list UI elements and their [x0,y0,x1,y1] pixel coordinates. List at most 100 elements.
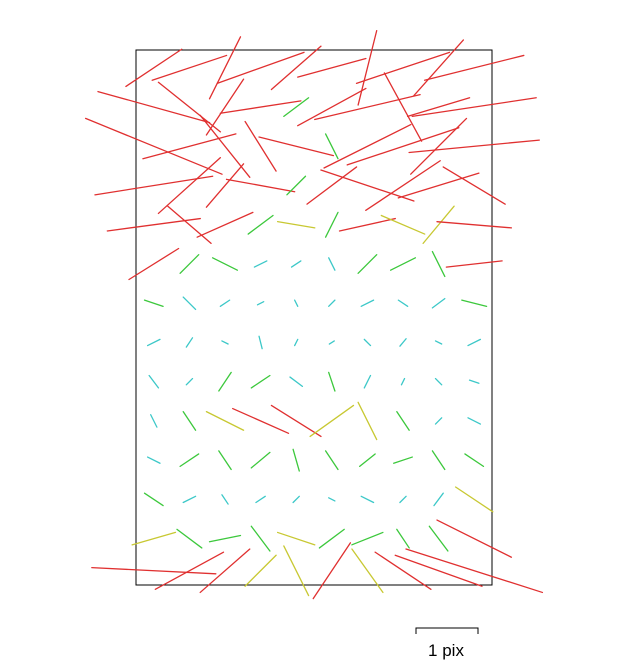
vector [328,299,336,307]
vector [357,29,378,106]
vector [208,36,242,100]
vector [182,495,197,504]
vector [167,205,212,245]
vector [250,374,271,389]
vector [150,414,158,428]
vector [199,548,251,594]
vector [97,90,211,124]
vector [205,410,245,431]
vector [94,175,214,196]
vector [179,453,200,468]
vector [396,410,410,431]
vector [436,519,513,558]
vector [314,94,421,121]
vector [276,531,316,546]
vector [393,456,413,464]
vector [205,163,245,208]
vector [320,169,415,202]
vector [411,97,537,118]
vector [434,377,443,386]
vector [154,551,225,590]
vector [324,133,339,160]
vector [146,456,161,464]
vector [244,120,277,172]
vector [179,254,200,274]
vector [293,338,299,347]
vector [270,45,322,91]
vector [247,214,274,235]
vector [454,486,494,513]
vector [211,257,239,271]
vector [374,551,432,590]
vector [255,495,266,504]
vector [185,377,194,386]
vector [468,379,480,384]
vector [355,51,451,84]
vector [445,260,503,268]
scale-bar [415,627,479,634]
vector [406,97,471,118]
vector [408,139,540,154]
vector [185,337,194,348]
vector [216,51,305,84]
vector-field [84,29,544,600]
vector [286,175,307,196]
vector [128,247,180,281]
vector [148,374,160,389]
vector [365,160,441,211]
vector [91,566,217,575]
vector [143,299,164,307]
vector [293,299,299,307]
vector [467,417,482,425]
vector [436,221,513,229]
vector [396,528,410,549]
vector [219,100,302,114]
vector [397,299,409,307]
vector [143,492,164,507]
vector [357,254,378,274]
vector [306,166,358,205]
vector [258,335,263,350]
vector [131,531,177,546]
vector [253,260,268,268]
vector [256,301,265,306]
vector [157,156,222,215]
vector [297,57,367,78]
vector [196,211,254,238]
vector [358,453,376,468]
vector [467,338,482,347]
vector [431,250,446,278]
vector [380,214,426,235]
vector [433,492,444,507]
vector [182,296,197,311]
vector [283,97,310,118]
vector [292,448,300,472]
vector [283,545,310,597]
vector [464,453,485,468]
vector [351,531,384,546]
vector [383,72,423,142]
vector [176,528,203,549]
vector [225,178,296,193]
vector [258,136,335,157]
vector [328,257,336,271]
vector [221,494,229,505]
vector [208,534,242,543]
vector [399,338,407,347]
vector [328,371,336,392]
vector [292,495,300,504]
vector [422,205,455,245]
vector [142,133,237,160]
vector [328,340,335,345]
vector [232,407,290,434]
vector [312,542,352,600]
vector [151,54,228,81]
scale-bar-label: 1 pix [428,641,464,660]
vector [434,417,443,425]
vector [360,495,375,504]
vector [250,451,271,469]
vector [324,211,339,238]
vector [461,299,488,307]
vector [219,299,231,307]
vector [363,338,372,347]
